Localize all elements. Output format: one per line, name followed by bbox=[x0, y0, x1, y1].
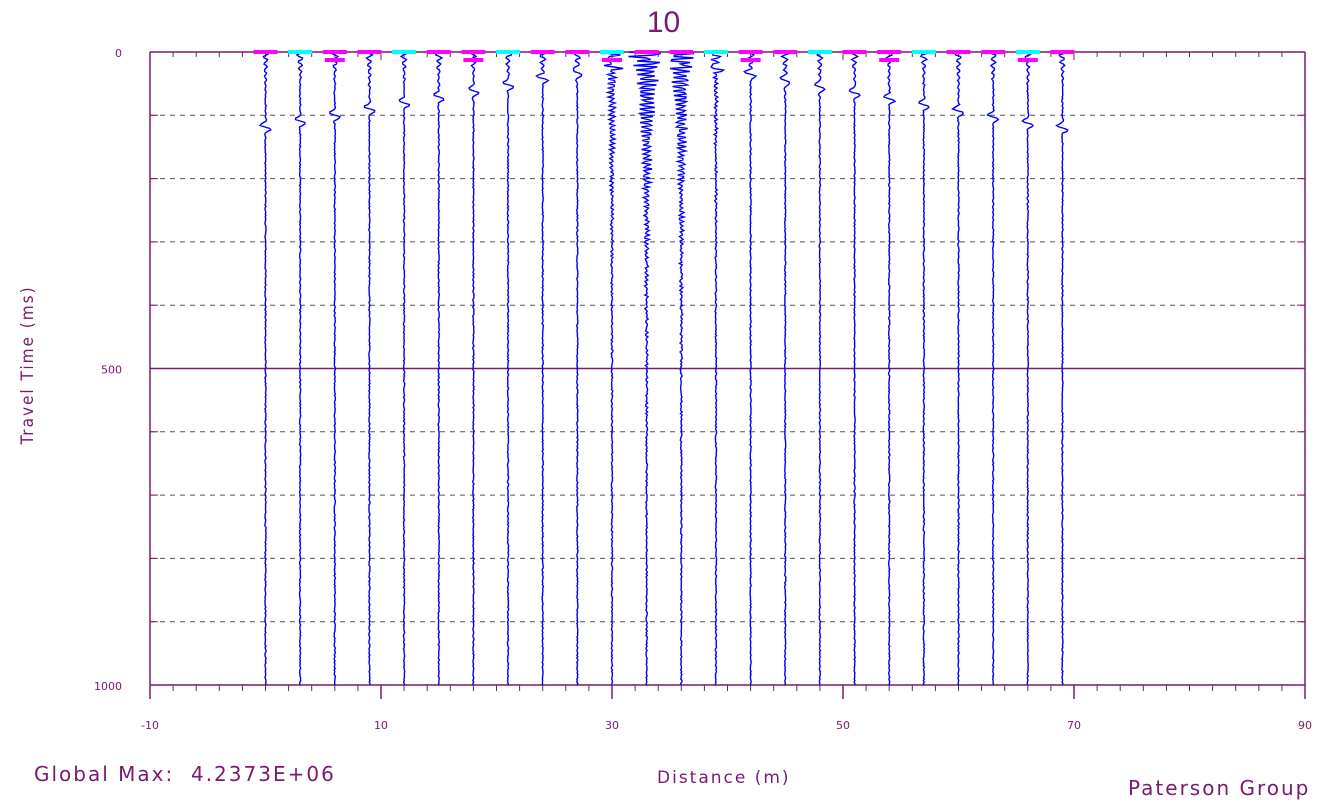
trace-line bbox=[848, 51, 861, 685]
trace-line bbox=[669, 51, 694, 686]
pick-mark bbox=[842, 50, 867, 54]
trace-line bbox=[882, 51, 897, 685]
trace-line bbox=[986, 51, 1000, 686]
y-tick-label: 1000 bbox=[94, 680, 122, 693]
pick-mark bbox=[530, 50, 555, 54]
pick-mark bbox=[669, 50, 694, 54]
x-tick-label: 10 bbox=[374, 719, 388, 732]
pick-mark bbox=[740, 58, 761, 62]
y-tick-label: 0 bbox=[115, 47, 122, 60]
pick-mark bbox=[1015, 50, 1040, 54]
pick-layer bbox=[253, 50, 1075, 62]
pick-mark bbox=[565, 50, 590, 54]
trace-line bbox=[1021, 51, 1035, 685]
pick-mark bbox=[324, 58, 345, 62]
trace-line bbox=[572, 51, 583, 686]
trace-line bbox=[743, 51, 758, 686]
pick-mark bbox=[322, 50, 347, 54]
trace-line bbox=[433, 51, 445, 686]
trace-line bbox=[468, 51, 480, 686]
trace-line bbox=[603, 51, 624, 686]
x-tick-label: 50 bbox=[836, 719, 850, 732]
pick-mark bbox=[946, 50, 971, 54]
pick-mark bbox=[703, 50, 728, 54]
x-tick-label: -10 bbox=[141, 719, 159, 732]
x-tick-label: 30 bbox=[605, 719, 619, 732]
pick-mark bbox=[288, 50, 313, 54]
chart-title: 10 bbox=[646, 6, 681, 39]
x-tick-label: 90 bbox=[1298, 719, 1312, 732]
pick-mark bbox=[634, 50, 659, 54]
trace-line bbox=[779, 51, 792, 686]
pick-mark bbox=[392, 50, 417, 54]
pick-mark bbox=[877, 50, 902, 54]
pick-mark bbox=[357, 50, 382, 54]
pick-mark bbox=[911, 50, 936, 54]
trace-line bbox=[329, 51, 341, 685]
pick-mark bbox=[426, 50, 451, 54]
x-tick-label: 70 bbox=[1067, 719, 1081, 732]
global-max-label: Global Max: bbox=[34, 762, 175, 786]
trace-line bbox=[918, 51, 930, 686]
trace-line bbox=[535, 51, 550, 686]
pick-mark bbox=[600, 50, 624, 54]
y-tick-label: 500 bbox=[101, 364, 122, 377]
trace-line bbox=[813, 51, 826, 686]
pick-mark bbox=[879, 58, 900, 62]
trace-line bbox=[398, 51, 411, 686]
pick-mark bbox=[253, 50, 278, 54]
trace-line bbox=[710, 51, 726, 686]
tick-label-layer: -10 10 30 50 70 90 0 500 1000 bbox=[94, 47, 1312, 732]
pick-mark bbox=[463, 58, 484, 62]
pick-mark bbox=[1017, 58, 1038, 62]
global-max-value: 4.2373E+06 bbox=[190, 762, 336, 786]
credit-text: Paterson Group bbox=[1128, 776, 1311, 800]
global-max-readout: Global Max: 4.2373E+06 bbox=[34, 762, 336, 786]
pick-mark bbox=[496, 50, 521, 54]
trace-layer bbox=[258, 51, 1069, 686]
trace-line bbox=[951, 51, 964, 686]
pick-mark bbox=[738, 50, 763, 54]
trace-line bbox=[502, 51, 515, 686]
pick-mark bbox=[807, 50, 832, 54]
trace-line bbox=[363, 51, 376, 686]
y-axis-label: Travel Time (ms) bbox=[18, 285, 38, 445]
pick-mark bbox=[1050, 50, 1075, 54]
trace-line bbox=[628, 51, 661, 686]
pick-mark bbox=[981, 50, 1006, 54]
pick-mark bbox=[461, 50, 486, 54]
trace-line bbox=[1055, 51, 1069, 686]
pick-mark bbox=[773, 50, 798, 54]
trace-line bbox=[294, 51, 306, 686]
grid-layer bbox=[150, 114, 1305, 623]
pick-mark bbox=[602, 58, 622, 62]
trace-line bbox=[258, 51, 272, 686]
axis-layer bbox=[149, 51, 1306, 699]
x-axis-label: Distance (m) bbox=[657, 768, 791, 788]
